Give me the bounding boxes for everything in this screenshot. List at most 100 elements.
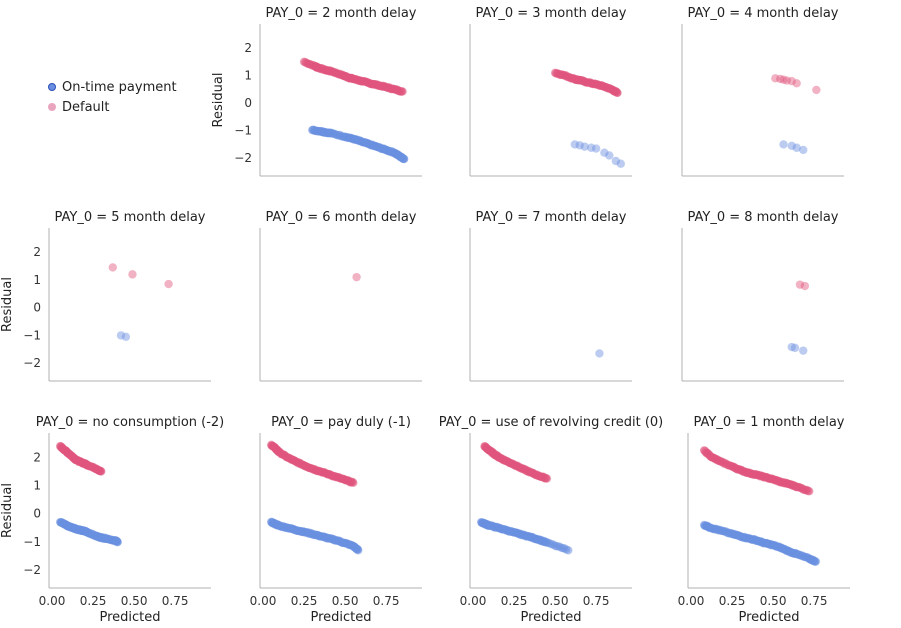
legend-item-on-time: On-time payment [48, 77, 177, 97]
panel-10-point-on_time [564, 546, 573, 555]
panel-11-point-on_time [811, 557, 820, 566]
panel-10-title: PAY_0 = use of revolving credit (0) [439, 415, 664, 430]
panel-8-xtick: 0.75 [162, 594, 189, 608]
panel-7-point-default [795, 280, 805, 289]
panel-4-title: PAY_0 = 5 month delay [54, 210, 205, 225]
panel-8-ytick: 1 [33, 479, 41, 493]
panel-4-ytick: 0 [33, 301, 41, 315]
panel-1-ytick: 2 [244, 41, 252, 55]
panel-2-point-default [613, 88, 622, 98]
panel-2-point-on_time [587, 143, 596, 152]
panel-4-point-default [128, 270, 137, 279]
panel-4-ylabel: Residual [0, 277, 15, 332]
panel-6-point-on_time [595, 349, 604, 358]
panel-9-point-default [349, 478, 358, 487]
panel-1-point-on_time [400, 154, 409, 164]
panel-8-xtick: 0.00 [39, 594, 66, 608]
panel-10-xtick: 0.25 [501, 594, 528, 608]
panel-3-point-on_time [787, 141, 796, 151]
panel-11-point-default [805, 487, 814, 496]
panel-8-xlabel: Predicted [99, 610, 160, 625]
panel-1-ytick: 0 [244, 96, 252, 110]
panel-8-ytick: −2 [23, 563, 41, 577]
panel-8-point-default [97, 467, 106, 476]
panel-8-ytick: 2 [33, 450, 41, 464]
panel-11-title: PAY_0 = 1 month delay [693, 415, 844, 430]
panel-5: PAY_0 = 6 month delay [259, 210, 422, 382]
panel-4-ytick: 2 [33, 245, 41, 259]
panel-3-point-default [787, 76, 796, 86]
panel-9-xtick: 0.25 [291, 594, 318, 608]
panel-10: PAY_0 = use of revolving credit (0) 0.00 0… [439, 415, 664, 625]
panel-6: PAY_0 = 7 month delay [469, 210, 632, 382]
panel-1-title: PAY_0 = 2 month delay [265, 6, 416, 21]
legend: On-time payment Default [48, 77, 177, 117]
panel-11-xtick: 0.50 [760, 594, 787, 608]
panel-9-title: PAY_0 = pay duly (-1) [271, 415, 411, 430]
panel-4-ytick: −1 [23, 328, 41, 342]
panel-4-point-on_time [121, 332, 131, 341]
panel-4-ytick: 1 [33, 273, 41, 287]
legend-item-default: Default [48, 97, 177, 117]
panel-4-point-default [164, 279, 173, 289]
panel-3-point-on_time [799, 145, 808, 155]
panel-9-xlabel: Predicted [310, 610, 371, 625]
legend-swatch-on-time [48, 83, 56, 91]
panel-1-ytick: −2 [234, 151, 252, 165]
panel-10-xtick: 0.75 [583, 594, 610, 608]
panel-8-ylabel: Residual [0, 483, 15, 538]
panel-2-point-on_time [616, 159, 625, 168]
panel-2-point-on_time [605, 151, 614, 160]
panel-8-ytick: 0 [33, 507, 41, 521]
panel-10-point-default [542, 474, 552, 483]
panel-5-title: PAY_0 = 6 month delay [265, 210, 416, 225]
panel-6-title: PAY_0 = 7 month delay [475, 210, 626, 225]
legend-label-default: Default [62, 99, 110, 115]
panel-8-title: PAY_0 = no consumption (-2) [36, 415, 225, 430]
panel-10-xtick: 0.50 [542, 594, 569, 608]
panel-3-point-default [812, 85, 821, 95]
panel-10-xlabel: Predicted [520, 610, 581, 625]
panel-2-point-on_time [591, 144, 601, 153]
panel-2-point-on_time [611, 156, 621, 166]
panel-7-point-on_time [799, 346, 808, 355]
panel-1-ytick: 1 [244, 69, 252, 83]
panel-9-point-on_time [354, 546, 363, 555]
panel-3-title: PAY_0 = 4 month delay [687, 6, 838, 21]
panel-11-xlabel: Predicted [738, 610, 799, 625]
panel-9: PAY_0 = pay duly (-1) 0.00 0.25 0.50 0.75Pre… [250, 415, 422, 625]
panel-8-xtick: 0.50 [121, 594, 148, 608]
panel-3-point-default [771, 74, 780, 83]
panel-9-xtick: 0.00 [250, 594, 277, 608]
panel-4-point-on_time [116, 331, 126, 340]
panel-2: PAY_0 = 3 month delay [469, 6, 632, 177]
panel-7-point-default [800, 281, 810, 291]
panel-11: PAY_0 = 1 month delay 0.00 0.25 0.50 0.75Pre… [678, 415, 850, 625]
panel-2-point-on_time [580, 142, 589, 151]
panel-7-point-on_time [787, 342, 796, 352]
panel-2-point-on_time [600, 148, 609, 157]
panel-8: PAY_0 = no consumption (-2) −2 −1 0 1 2 Residu… [0, 415, 224, 625]
panel-11-xtick: 0.00 [678, 594, 705, 608]
panel-1-ylabel: Residual [211, 73, 226, 128]
panel-3-point-on_time [779, 140, 788, 149]
panel-3-point-default [782, 76, 792, 85]
panel-8-ytick: −1 [23, 535, 41, 549]
panel-9-xtick: 0.50 [332, 594, 359, 608]
panel-4: PAY_0 = 5 month delay −2 −1 0 1 2 Residual [0, 210, 211, 382]
panel-7-title: PAY_0 = 8 month delay [687, 210, 838, 225]
panel-3-point-default [792, 79, 801, 88]
panel-3: PAY_0 = 4 month delay [681, 6, 844, 177]
panel-5-point-default [352, 272, 361, 282]
panel-11-xtick: 0.75 [801, 594, 828, 608]
panel-3-point-default [779, 75, 788, 84]
legend-label-on-time: On-time payment [62, 79, 177, 95]
panel-4-point-default [108, 263, 117, 272]
panel-10-xtick: 0.00 [460, 594, 487, 608]
panel-7: PAY_0 = 8 month delay [681, 210, 844, 382]
legend-swatch-default [48, 103, 56, 111]
panel-3-point-on_time [792, 143, 801, 152]
panel-2-point-on_time [575, 141, 584, 150]
panel-3-point-default [776, 74, 785, 84]
